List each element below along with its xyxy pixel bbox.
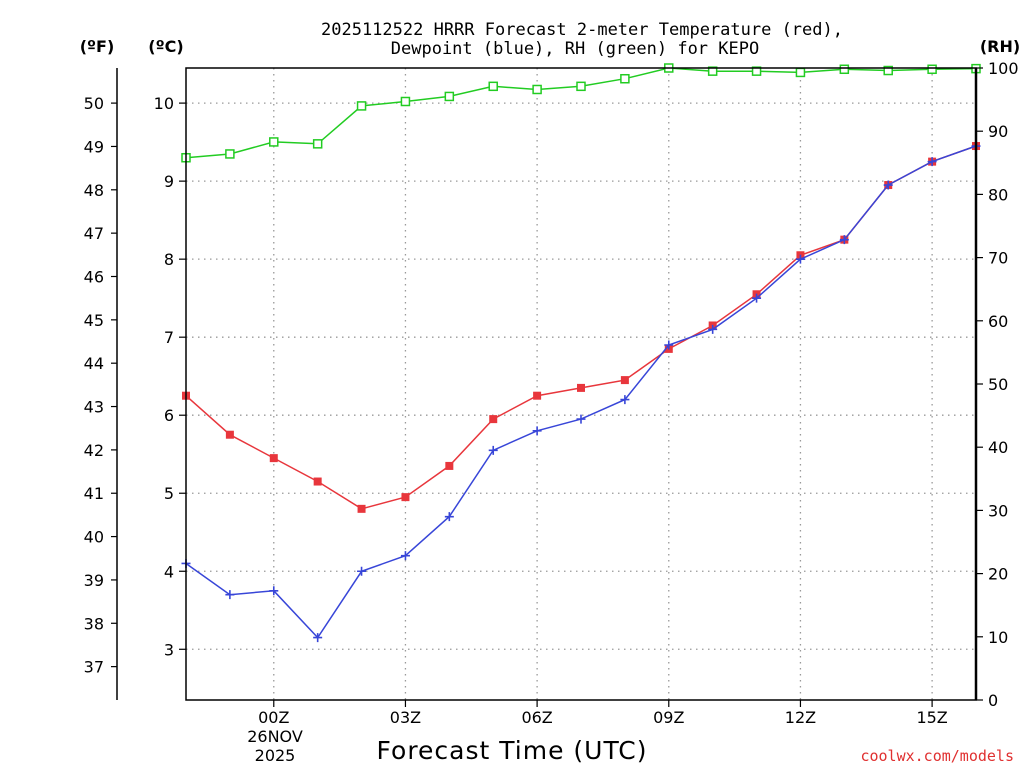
x-tick-label: 03Z <box>390 708 421 727</box>
credit-link[interactable]: coolwx.com/models <box>860 747 1014 765</box>
rh-point <box>883 65 893 76</box>
dewpoint-point <box>444 512 454 522</box>
fahrenheit-tick-label: 49 <box>84 137 104 156</box>
rh-point <box>839 64 850 75</box>
rh-tick-label: 40 <box>988 438 1008 457</box>
chart-title-line2: Dewpoint (blue), RH (green) for KEPO <box>391 39 759 59</box>
dewpoint-point <box>708 324 718 334</box>
dewpoint-point <box>313 633 323 643</box>
fahrenheit-tick-label: 39 <box>84 571 104 590</box>
celsius-tick-label: 5 <box>164 484 174 503</box>
fahrenheit-tick-label: 40 <box>84 528 104 547</box>
fahrenheit-tick-label: 42 <box>84 441 104 460</box>
chart-title-line1: 2025112522 HRRR Forecast 2-meter Tempera… <box>321 20 843 40</box>
rh-point <box>927 64 937 75</box>
fahrenheit-tick-label: 45 <box>84 311 104 330</box>
celsius-tick-label: 9 <box>164 172 174 191</box>
rh-point <box>795 67 806 78</box>
rh-tick-label: 80 <box>988 185 1008 204</box>
rh-point <box>400 96 411 107</box>
date-label-year: 2025 <box>255 746 296 765</box>
dewpoint-point <box>269 586 279 596</box>
rh-point <box>356 101 367 111</box>
celsius-unit-label: (ºC) <box>148 37 183 56</box>
rh-point <box>225 149 235 159</box>
rh-line <box>185 67 977 159</box>
x-tick-label: 15Z <box>916 708 947 727</box>
temperature-point <box>577 383 585 392</box>
rh-point <box>576 81 586 92</box>
x-tick-label: 09Z <box>653 708 684 727</box>
rh-tick-label: 60 <box>988 312 1008 331</box>
rh-point <box>707 66 718 76</box>
x-tick-label: 12Z <box>785 708 816 727</box>
dewpoint-point <box>400 551 410 561</box>
dewpoint-point <box>664 340 674 350</box>
series-layer <box>181 63 981 643</box>
fahrenheit-unit-label: (ºF) <box>80 37 115 56</box>
celsius-tick-label: 10 <box>154 94 174 113</box>
dewpoint-point <box>620 395 630 405</box>
x-axis-title: Forecast Time (UTC) <box>377 736 648 765</box>
fahrenheit-tick-label: 43 <box>84 398 104 417</box>
dewpoint-point <box>357 566 367 576</box>
x-tick-label: 06Z <box>521 708 552 727</box>
dewpoint-point <box>883 180 893 190</box>
celsius-tick-label: 8 <box>164 250 174 269</box>
rh-tick-label: 0 <box>988 691 998 710</box>
dewpoint-point <box>795 254 805 264</box>
temperature-point <box>225 430 234 439</box>
temperature-point <box>533 391 542 400</box>
rh-point <box>532 84 542 95</box>
temperature-point <box>620 376 629 385</box>
rh-point <box>620 73 630 84</box>
rh-tick-label: 10 <box>988 628 1008 647</box>
temperature-point <box>313 477 322 486</box>
date-label-day: 26NOV <box>247 727 303 746</box>
fahrenheit-tick-label: 41 <box>84 484 104 503</box>
fahrenheit-tick-label: 47 <box>84 224 104 243</box>
rh-point <box>444 91 455 102</box>
rh-tick-label: 90 <box>988 122 1008 141</box>
celsius-tick-label: 3 <box>164 640 174 659</box>
rh-tick-label: 100 <box>988 59 1019 78</box>
rh-unit-label: (RH) <box>980 37 1020 56</box>
celsius-tick-label: 7 <box>164 328 174 347</box>
rh-tick-label: 70 <box>988 249 1008 268</box>
fahrenheit-tick-label: 38 <box>84 614 104 633</box>
axes: 3456789103738394041424344454647484950010… <box>84 59 1019 727</box>
dewpoint-point <box>752 293 762 303</box>
fahrenheit-tick-label: 44 <box>84 354 104 373</box>
dewpoint-point <box>225 590 235 600</box>
rh-point <box>488 81 498 92</box>
dewpoint-point <box>532 426 542 436</box>
dewpoint-point <box>576 414 586 424</box>
fahrenheit-tick-label: 46 <box>84 267 104 286</box>
x-tick-label: 00Z <box>258 708 289 727</box>
temperature-point <box>489 415 498 424</box>
temperature-point <box>357 504 366 513</box>
dewpoint-point <box>839 235 849 245</box>
temperature-line <box>185 145 977 510</box>
rh-point <box>312 139 323 149</box>
fahrenheit-tick-label: 37 <box>84 658 104 677</box>
dewpoint-point <box>488 445 498 455</box>
dewpoint-point <box>927 157 937 167</box>
temperature-point <box>401 493 410 502</box>
rh-point <box>269 137 279 147</box>
rh-tick-label: 50 <box>988 375 1008 394</box>
temperature-point <box>269 454 278 463</box>
rh-tick-label: 30 <box>988 501 1008 520</box>
celsius-tick-label: 6 <box>164 406 174 425</box>
fahrenheit-tick-label: 50 <box>84 94 104 113</box>
celsius-tick-label: 4 <box>164 562 174 581</box>
temperature-point <box>445 461 454 470</box>
rh-tick-label: 20 <box>988 565 1008 584</box>
rh-point <box>751 66 762 76</box>
fahrenheit-tick-label: 48 <box>84 181 104 200</box>
